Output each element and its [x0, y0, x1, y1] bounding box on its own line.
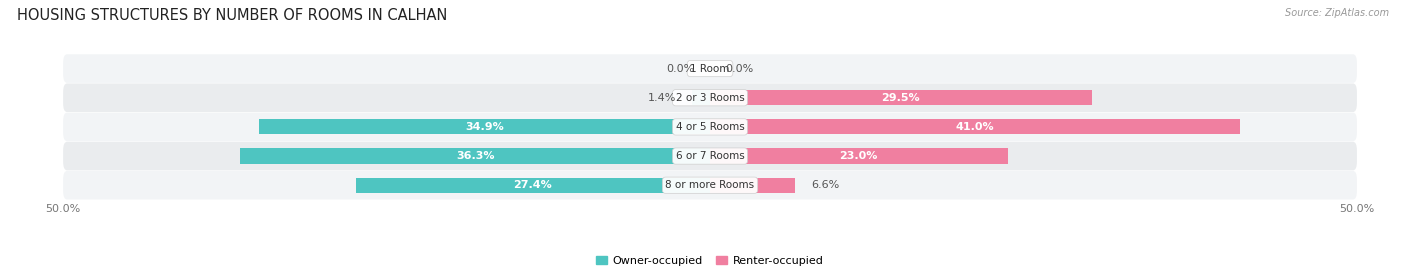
Text: 34.9%: 34.9% — [465, 122, 503, 132]
Text: 41.0%: 41.0% — [956, 122, 994, 132]
Text: HOUSING STRUCTURES BY NUMBER OF ROOMS IN CALHAN: HOUSING STRUCTURES BY NUMBER OF ROOMS IN… — [17, 8, 447, 23]
Text: 0.0%: 0.0% — [666, 63, 695, 74]
Text: 0.0%: 0.0% — [725, 63, 754, 74]
Bar — [710, 178, 796, 193]
Legend: Owner-occupied, Renter-occupied: Owner-occupied, Renter-occupied — [592, 251, 828, 270]
Text: 23.0%: 23.0% — [839, 151, 877, 161]
Bar — [692, 90, 710, 105]
Bar — [710, 148, 1008, 164]
Text: 36.3%: 36.3% — [456, 151, 495, 161]
FancyBboxPatch shape — [63, 54, 1357, 83]
FancyBboxPatch shape — [63, 142, 1357, 170]
Bar — [710, 119, 1240, 134]
Bar — [356, 178, 710, 193]
Bar — [240, 148, 710, 164]
Text: 6 or 7 Rooms: 6 or 7 Rooms — [676, 151, 744, 161]
FancyBboxPatch shape — [63, 171, 1357, 200]
Text: 4 or 5 Rooms: 4 or 5 Rooms — [676, 122, 744, 132]
Bar — [710, 90, 1091, 105]
Text: 1.4%: 1.4% — [648, 93, 676, 103]
Text: 27.4%: 27.4% — [513, 180, 553, 190]
Text: 1 Room: 1 Room — [690, 63, 730, 74]
Text: 29.5%: 29.5% — [882, 93, 920, 103]
FancyBboxPatch shape — [63, 83, 1357, 112]
Text: 6.6%: 6.6% — [811, 180, 839, 190]
FancyBboxPatch shape — [63, 113, 1357, 141]
Text: 8 or more Rooms: 8 or more Rooms — [665, 180, 755, 190]
Text: Source: ZipAtlas.com: Source: ZipAtlas.com — [1285, 8, 1389, 18]
Bar — [259, 119, 710, 134]
Text: 2 or 3 Rooms: 2 or 3 Rooms — [676, 93, 744, 103]
